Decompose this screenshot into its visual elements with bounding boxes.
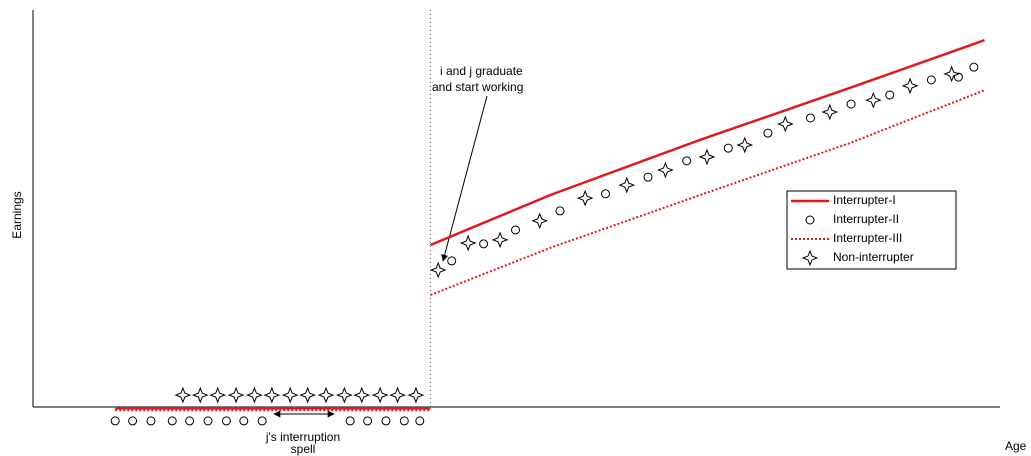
point [146,416,156,426]
line [115,38,985,410]
point [221,416,231,426]
x-axis-label: Age [1005,439,1027,453]
line [115,89,985,412]
point [479,239,489,249]
legend-swatch [801,249,819,267]
legend-label: Non-interrupter [833,250,914,264]
point [447,256,457,266]
point [110,416,120,426]
point [821,103,839,121]
point [353,386,371,404]
annotation: spell [291,442,316,456]
legend-label: Interrupter-I [833,193,896,207]
point [763,128,773,138]
point [511,225,521,235]
point [723,143,733,153]
point [682,156,692,166]
point [885,90,895,100]
point [415,416,425,426]
point [227,386,245,404]
point [600,189,610,199]
point [389,386,406,404]
point [901,77,919,95]
legend-label: Interrupter-II [833,212,899,226]
point [926,75,936,85]
point [698,148,716,166]
annotation: j's interruption [265,430,340,444]
point [263,386,281,404]
point [363,416,373,426]
point [943,65,961,83]
point [257,416,267,426]
point [736,136,754,154]
point [459,234,477,252]
point [246,386,263,404]
point [239,416,249,426]
point [128,416,138,426]
point [174,386,192,404]
point [531,212,549,230]
point [864,91,882,109]
point [846,99,856,109]
point [209,386,227,404]
point [167,416,177,426]
point [555,206,565,216]
point [576,189,594,207]
point [317,386,335,404]
point [185,416,195,426]
point [429,261,447,279]
point [371,386,389,404]
point [381,416,391,426]
point [407,386,425,404]
legend-swatch [805,215,815,225]
point [805,113,815,123]
annotation-arrow [441,95,488,262]
point [299,386,317,404]
point [335,386,353,404]
legend-label: Interrupter-III [833,231,902,245]
annotation: i and j graduate [440,64,523,78]
point [491,231,509,249]
point [399,416,409,426]
point [618,176,636,194]
point [203,416,213,426]
point [776,115,794,133]
point [643,172,653,182]
point [345,416,355,426]
annotation: and start working [432,80,523,94]
point [969,62,979,72]
y-axis-label: Earnings [10,191,24,238]
point [191,386,209,404]
point [281,386,299,404]
legend-box [786,190,957,270]
point [657,161,674,179]
